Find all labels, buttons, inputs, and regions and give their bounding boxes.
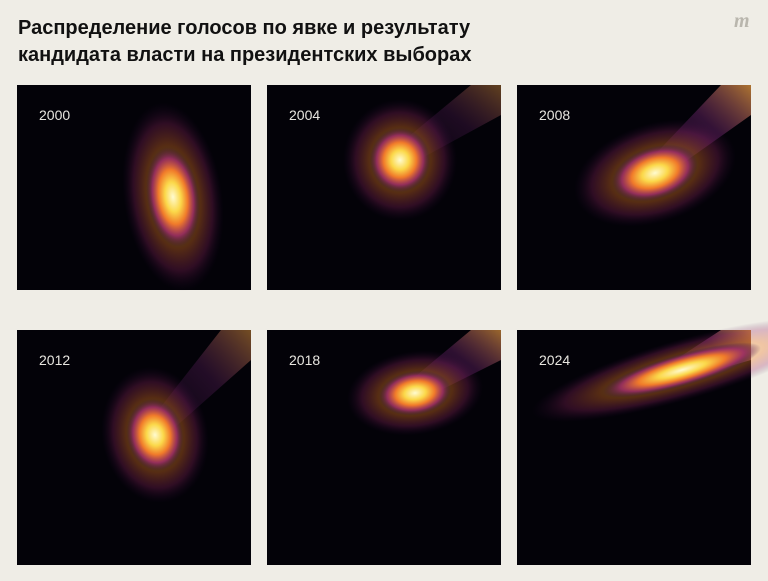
panel-label: 2004 — [289, 107, 320, 123]
heatmap-core — [146, 147, 200, 247]
panel: 2024 — [517, 318, 768, 565]
panel: 2000 — [17, 85, 251, 292]
panel-label: 2018 — [289, 352, 320, 368]
panel-label: 2012 — [39, 352, 70, 368]
panel-label: 2024 — [539, 352, 570, 368]
heatmap-core — [126, 399, 184, 471]
title: Распределение голосов по явке и результа… — [18, 17, 471, 39]
logo: m — [734, 10, 750, 32]
heatmap-core — [370, 128, 430, 192]
heatmap-core — [379, 370, 451, 416]
panel: 2012 — [17, 330, 251, 565]
heatmap-core — [612, 144, 698, 202]
panel: 2018 — [267, 330, 501, 565]
panel-label: 2000 — [39, 107, 70, 123]
heatmap-core — [603, 342, 761, 398]
title: кандидата власти на президентских выбора… — [18, 44, 472, 66]
panel: 2004 — [267, 85, 501, 290]
panel-label: 2008 — [539, 107, 570, 123]
panel: 2008 — [517, 85, 751, 290]
